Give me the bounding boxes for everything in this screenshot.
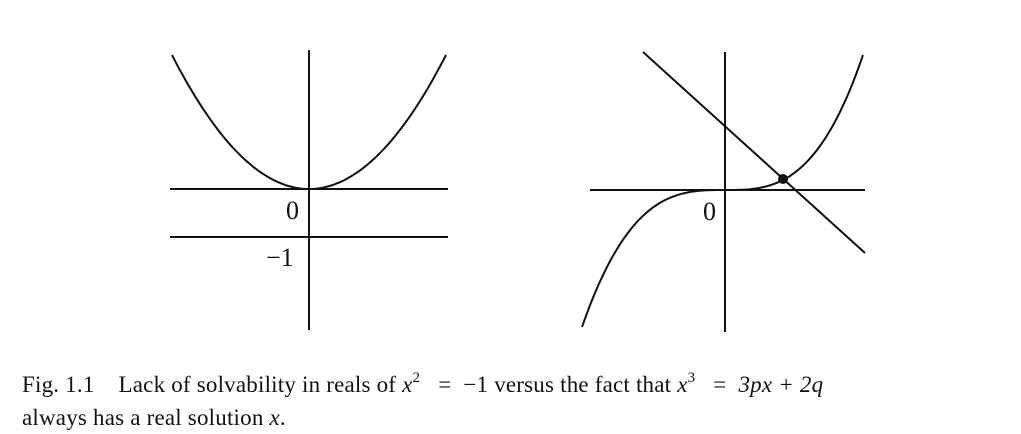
figure-canvas: 0 −1 0 xyxy=(170,50,866,332)
caption-equation-2-equals: = xyxy=(713,372,727,397)
left-tick-label-zero: 0 xyxy=(286,196,299,225)
secant-line xyxy=(642,51,866,254)
right-panel: 0 xyxy=(581,51,866,332)
caption-line-2: always has a real solution x. xyxy=(22,401,1012,434)
caption-equation-1-rhs: −1 xyxy=(463,372,489,397)
cubic-curve xyxy=(581,54,864,328)
caption-equation-1-equals: = xyxy=(438,372,452,397)
caption-line-2-period: . xyxy=(279,405,286,430)
caption-text-a: Lack of solvability in reals of xyxy=(118,372,397,397)
caption-line-1: Fig. 1.1 Lack of solvability in reals of… xyxy=(22,362,1012,401)
right-tick-label-zero: 0 xyxy=(703,197,716,226)
figure-caption: Fig. 1.1 Lack of solvability in reals of… xyxy=(22,362,1012,434)
caption-figure-label: Fig. 1.1 xyxy=(22,372,95,397)
caption-text-b: versus the fact that xyxy=(494,372,672,397)
caption-equation-1-lhs: x xyxy=(402,372,413,397)
caption-line-2-variable: x xyxy=(269,405,280,430)
caption-line-2-text: always has a real solution xyxy=(22,405,264,430)
left-panel: 0 −1 xyxy=(170,50,448,330)
caption-equation-2-lhs: x xyxy=(677,372,688,397)
intersection-point xyxy=(778,174,788,184)
caption-equation-2-exponent: 3 xyxy=(687,370,696,386)
caption-equation-1-exponent: 2 xyxy=(412,370,421,386)
caption-equation-2-rhs: 3px + 2q xyxy=(738,372,824,397)
left-tick-label-minus-one: −1 xyxy=(266,243,294,272)
parabola-curve xyxy=(171,54,447,191)
